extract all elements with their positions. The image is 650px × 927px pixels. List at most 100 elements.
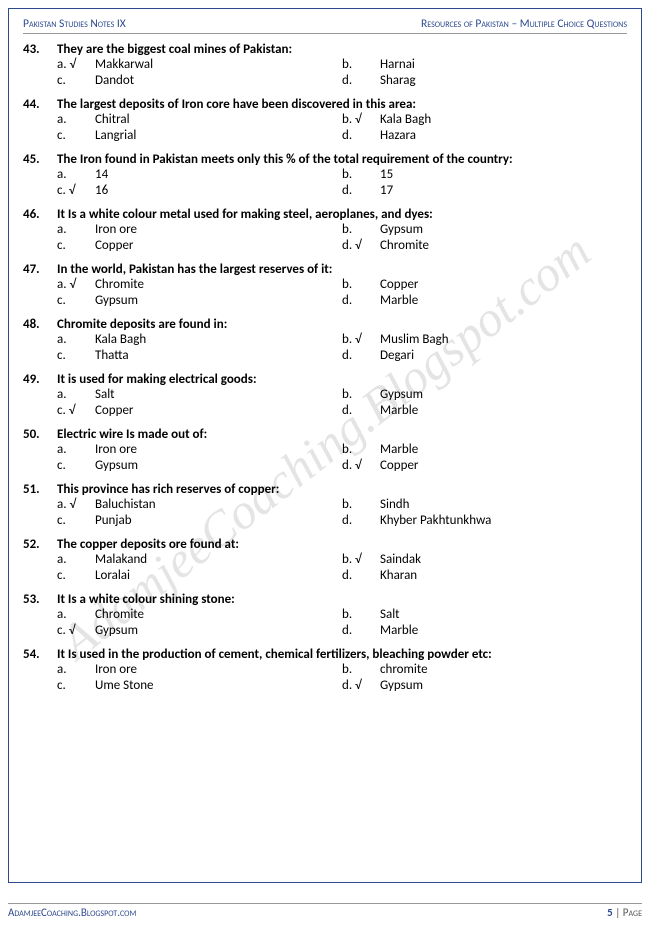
options-grid: a.Iron oreb.chromite c.Ume Stoned. √Gypsu… (57, 662, 627, 693)
option-label: d. (342, 513, 380, 528)
option-label: b. (342, 167, 380, 182)
question-block: 44.The largest deposits of Iron core hav… (23, 97, 627, 143)
page-footer: AdamjeeCoaching.Blogspot.com 5 | Page (8, 903, 642, 919)
option-label: b. (342, 57, 380, 72)
option-text: Ume Stone (95, 678, 342, 693)
question-row: 46.It Is a white colour metal used for m… (23, 207, 627, 222)
option: c.Loralai (57, 568, 342, 583)
option: a.Chitral (57, 112, 342, 127)
option-text: Malakand (95, 552, 342, 567)
option: c. √Copper (57, 403, 342, 418)
options-grid: a.Malakandb. √Saindakc.Loralaid.Kharan (57, 552, 627, 583)
option-label: c. (57, 128, 95, 143)
option-text: Chromite (380, 238, 627, 253)
option-text: Gypsum (95, 293, 342, 308)
option: b.Marble (342, 442, 627, 457)
question-block: 45.The Iron found in Pakistan meets only… (23, 152, 627, 198)
option: c.Copper (57, 238, 342, 253)
question-number: 46. (23, 207, 57, 222)
option: d.Degari (342, 348, 627, 363)
option-text: Sharag (380, 73, 627, 88)
option-text: Thatta (95, 348, 342, 363)
question-text: It is used for making electrical goods: (57, 372, 627, 387)
question-block: 48.Chromite deposits are found in:a.Kala… (23, 317, 627, 363)
question-number: 44. (23, 97, 57, 112)
question-row: 45.The Iron found in Pakistan meets only… (23, 152, 627, 167)
option-text: Marble (380, 623, 627, 638)
option-text: Copper (380, 277, 627, 292)
option-label: c. (57, 73, 95, 88)
option-label: d. √ (342, 458, 380, 473)
options-grid: a.14b.15c. √16d.17 (57, 167, 627, 198)
option-text: chromite (380, 662, 627, 677)
question-number: 52. (23, 537, 57, 552)
question-number: 53. (23, 592, 57, 607)
question-block: 53.It Is a white colour shining stone:a.… (23, 592, 627, 638)
question-text: In the world, Pakistan has the largest r… (57, 262, 627, 277)
option-label: d. (342, 403, 380, 418)
question-number: 49. (23, 372, 57, 387)
option-label: a. √ (57, 277, 95, 292)
option-text: Gypsum (95, 623, 342, 638)
question-row: 53.It Is a white colour shining stone: (23, 592, 627, 607)
option-text: 14 (95, 167, 342, 182)
option: a.Iron ore (57, 662, 342, 677)
option: c.Langrial (57, 128, 342, 143)
question-row: 43.They are the biggest coal mines of Pa… (23, 42, 627, 57)
option-label: d. √ (342, 678, 380, 693)
option-text: Gypsum (95, 458, 342, 473)
option: d. √Chromite (342, 238, 627, 253)
options-grid: a.Chromiteb.Saltc. √Gypsumd.Marble (57, 607, 627, 638)
option: b.Copper (342, 277, 627, 292)
question-text: This province has rich reserves of coppe… (57, 482, 627, 497)
option: b.Salt (342, 607, 627, 622)
option: a.Chromite (57, 607, 342, 622)
option-label: a. (57, 167, 95, 182)
option: c.Punjab (57, 513, 342, 528)
option-text: Gypsum (380, 678, 627, 693)
option-label: a. (57, 387, 95, 402)
option-text: 16 (95, 183, 342, 198)
option-text: Salt (95, 387, 342, 402)
option: a.Kala Bagh (57, 332, 342, 347)
question-block: 49.It is used for making electrical good… (23, 372, 627, 418)
question-text: It Is a white colour shining stone: (57, 592, 627, 607)
question-text: They are the biggest coal mines of Pakis… (57, 42, 627, 57)
option-label: c. (57, 293, 95, 308)
option: d.Marble (342, 403, 627, 418)
option: d.Khyber Pakhtunkhwa (342, 513, 627, 528)
option-text: Makkarwal (95, 57, 342, 72)
option-text: Iron ore (95, 442, 342, 457)
question-row: 49.It is used for making electrical good… (23, 372, 627, 387)
option: c.Thatta (57, 348, 342, 363)
option-text: Hazara (380, 128, 627, 143)
option-text: Harnai (380, 57, 627, 72)
option-label: d. (342, 183, 380, 198)
options-grid: a.Iron oreb.Gypsumc.Copperd. √Chromite (57, 222, 627, 253)
option-text: Marble (380, 403, 627, 418)
option: d. √Gypsum (342, 678, 627, 693)
option: d.17 (342, 183, 627, 198)
option-label: c. (57, 348, 95, 363)
option-text: Kharan (380, 568, 627, 583)
option-label: a. (57, 442, 95, 457)
option-label: a. (57, 662, 95, 677)
question-number: 45. (23, 152, 57, 167)
option-label: d. (342, 348, 380, 363)
question-text: Chromite deposits are found in: (57, 317, 627, 332)
option-text: Punjab (95, 513, 342, 528)
options-grid: a. √Baluchistanb.Sindhc.Punjabd.Khyber P… (57, 497, 627, 528)
option-text: Copper (95, 403, 342, 418)
option-label: b. (342, 662, 380, 677)
page-header: Pakistan Studies Notes IX Resources of P… (23, 17, 627, 34)
option-label: a. (57, 552, 95, 567)
option-label: a. (57, 222, 95, 237)
question-row: 50.Electric wire Is made out of: (23, 427, 627, 442)
option: a. √Baluchistan (57, 497, 342, 512)
option-label: c. √ (57, 403, 95, 418)
option: a.Iron ore (57, 442, 342, 457)
question-row: 44.The largest deposits of Iron core hav… (23, 97, 627, 112)
option-label: c. (57, 678, 95, 693)
option-label: d. (342, 73, 380, 88)
option-text: Sindh (380, 497, 627, 512)
